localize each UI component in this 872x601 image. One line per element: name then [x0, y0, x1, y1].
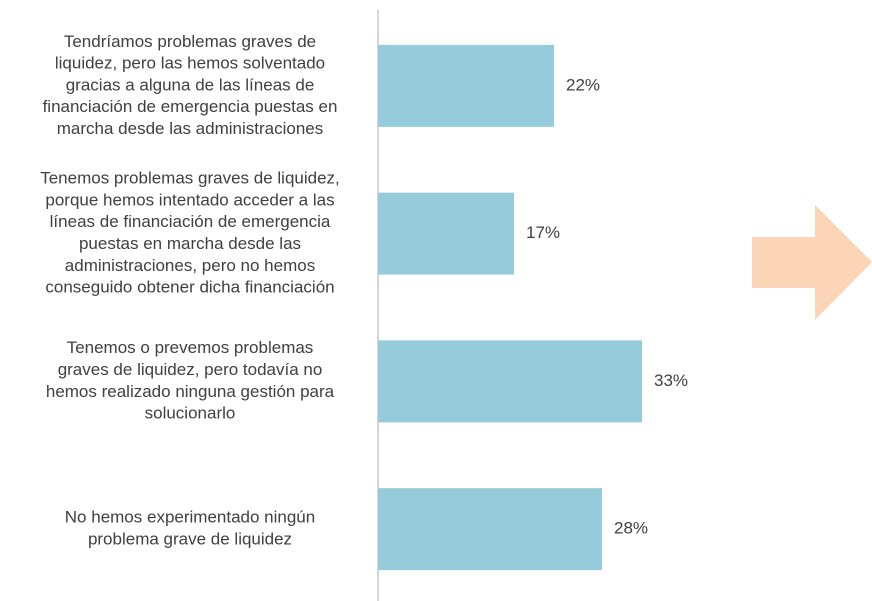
- category-label: problema grave de liquidez: [88, 530, 292, 549]
- bar: [378, 44, 554, 127]
- category-label: financiación de emergencia puestas en: [43, 97, 338, 116]
- value-label: 28%: [614, 519, 648, 538]
- category-label: líneas de financiación de emergencia: [50, 212, 331, 231]
- category-label: solucionarlo: [145, 404, 236, 423]
- bar: [378, 488, 602, 571]
- arrow: [752, 205, 872, 320]
- category-label: Tendríamos problemas graves de: [64, 32, 316, 51]
- category-label: marcha desde las administraciones: [57, 119, 323, 138]
- bar: [378, 192, 514, 275]
- category-label: liquidez, pero las hemos solventado: [55, 54, 325, 73]
- category-label: Tenemos problemas graves de liquidez,: [40, 169, 340, 188]
- value-label: 22%: [566, 75, 600, 94]
- category-label: No hemos experimentado ningún: [65, 508, 315, 527]
- category-label: hemos realizado ninguna gestión para: [46, 382, 335, 401]
- category-label: Tenemos o prevemos problemas: [67, 338, 314, 357]
- category-label: conseguido obtener dicha financiación: [45, 278, 334, 297]
- category-label: graves de liquidez, pero todavía no: [58, 360, 323, 379]
- value-label: 33%: [654, 371, 688, 390]
- category-label: administraciones, pero no hemos: [65, 256, 315, 275]
- category-label: gracias a alguna de las líneas de: [66, 75, 315, 94]
- bar: [378, 340, 642, 423]
- value-label: 17%: [526, 223, 560, 242]
- category-label: porque hemos intentado acceder a las: [45, 190, 334, 209]
- category-label: puestas en marcha desde las: [79, 234, 301, 253]
